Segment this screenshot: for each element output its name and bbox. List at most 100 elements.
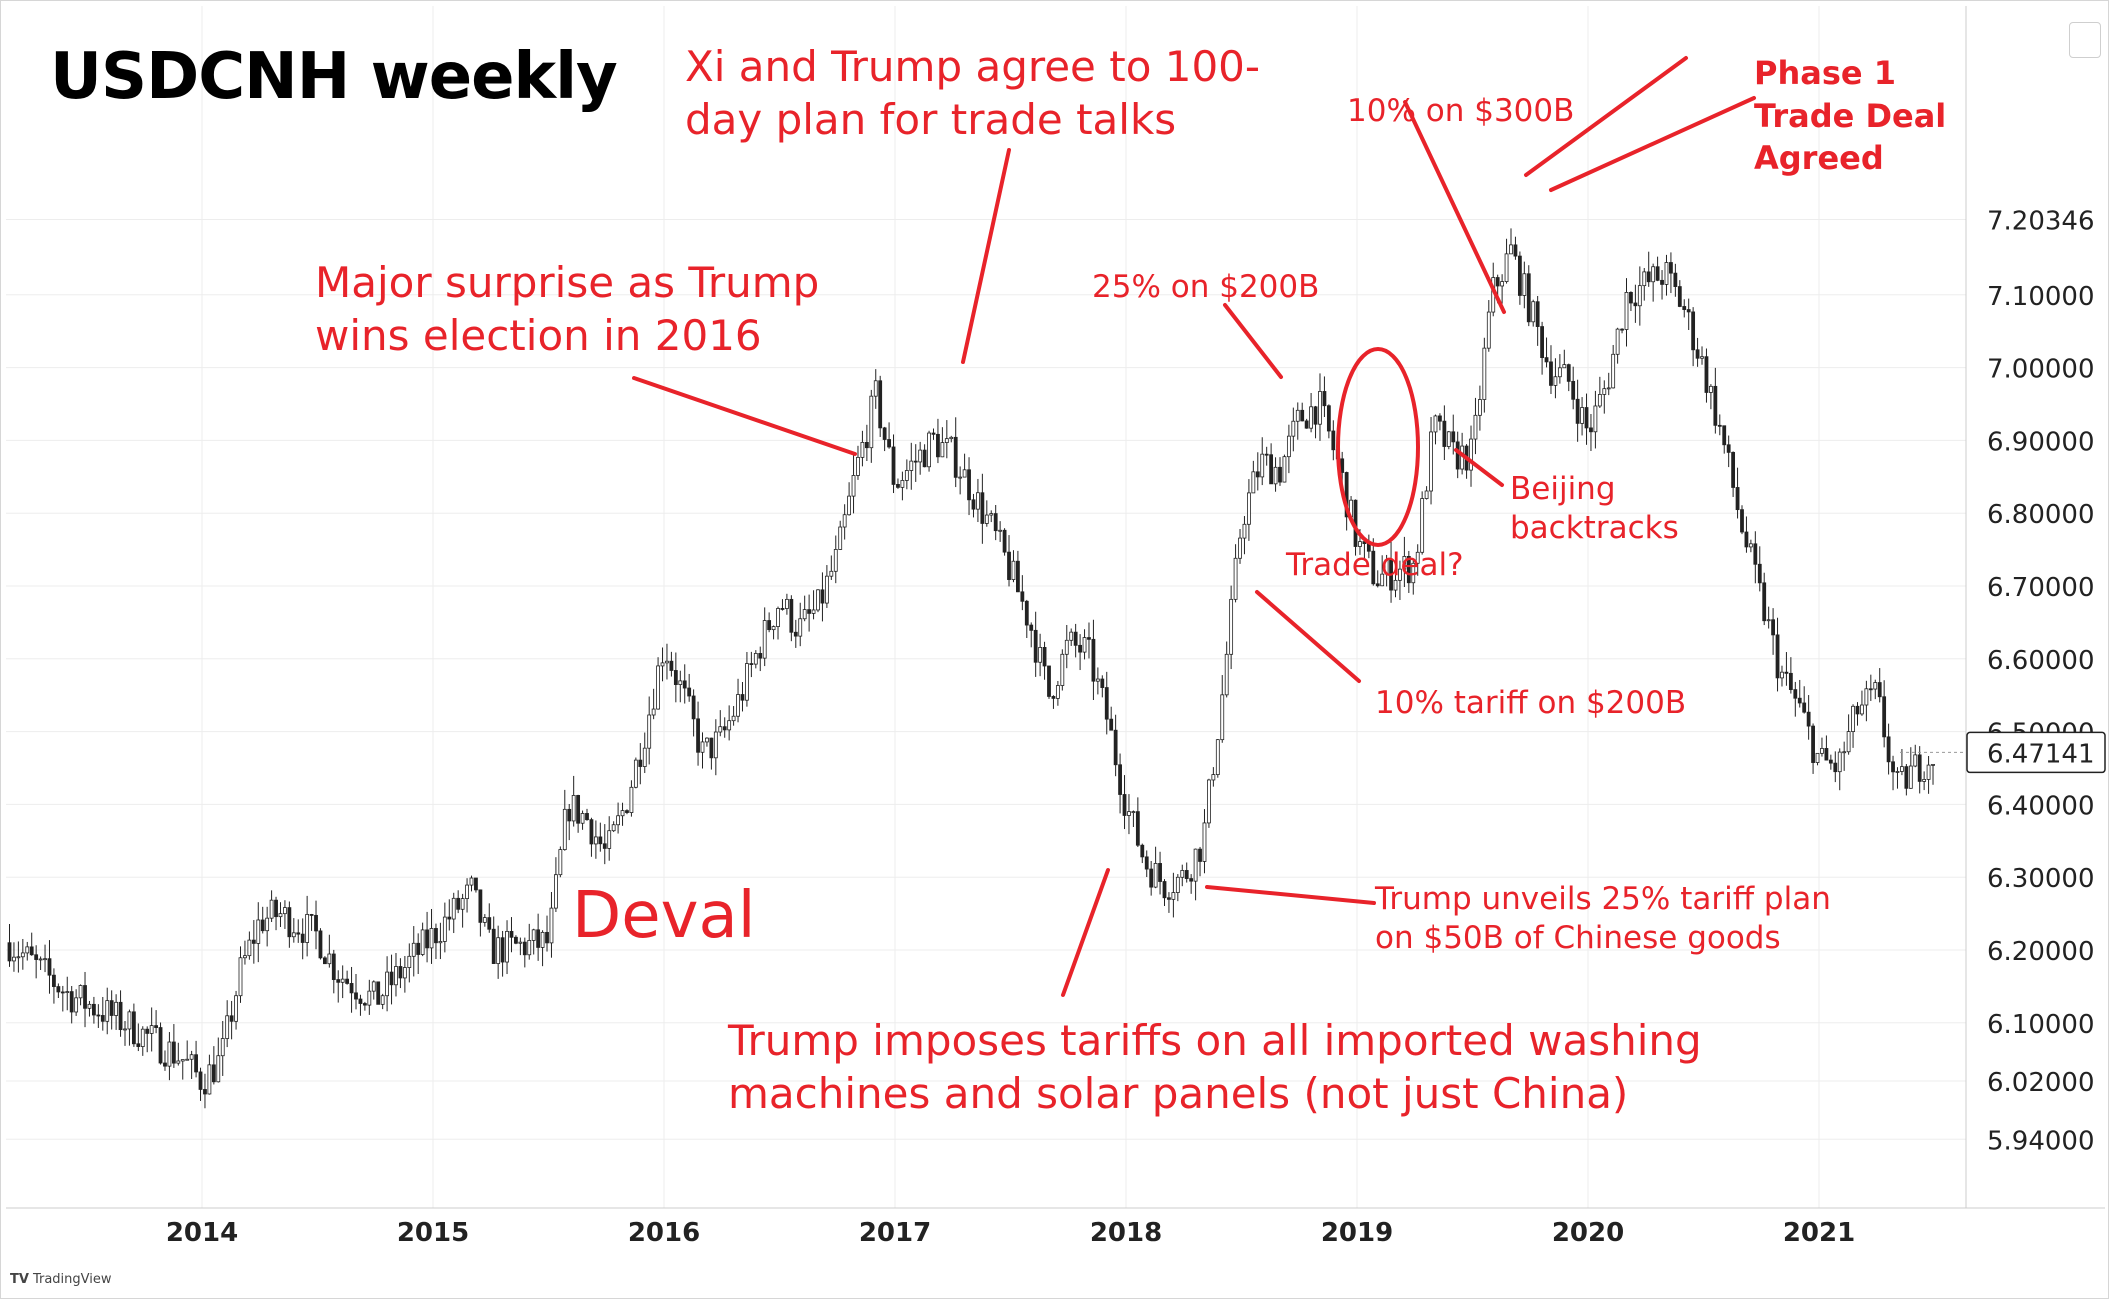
candle: [278, 902, 283, 927]
candle-body: [1220, 694, 1225, 741]
candle-body: [1855, 705, 1860, 715]
candle-body: [1286, 435, 1291, 458]
candle: [491, 916, 496, 964]
candle-body: [669, 660, 674, 671]
candle-body: [1655, 266, 1660, 281]
candle: [767, 612, 772, 633]
candle-body: [1811, 725, 1815, 763]
candle-body: [1495, 277, 1500, 287]
candle: [1908, 747, 1913, 789]
candle: [1073, 623, 1078, 658]
candle: [1695, 337, 1700, 367]
candle: [1131, 810, 1136, 827]
candle-body: [1917, 754, 1922, 782]
candle: [407, 943, 412, 983]
candle: [896, 478, 900, 489]
candle: [691, 689, 696, 737]
candle: [318, 928, 323, 960]
candle: [1753, 531, 1758, 584]
candle: [1069, 628, 1074, 646]
candle-body: [278, 913, 283, 918]
candle: [349, 966, 354, 1013]
candle: [1660, 270, 1664, 300]
candle: [989, 510, 994, 523]
candle: [976, 478, 980, 523]
candle: [598, 822, 603, 852]
candle: [211, 1046, 216, 1085]
candle: [1011, 550, 1016, 583]
candle: [580, 810, 585, 830]
candle: [425, 911, 429, 963]
candle-body: [625, 810, 629, 813]
candle: [1286, 424, 1291, 474]
candle-body: [1087, 637, 1091, 640]
candle-body: [1149, 868, 1154, 888]
candle-body: [1144, 856, 1149, 870]
candle: [1500, 274, 1505, 304]
candle-body: [776, 608, 780, 627]
candle-body: [140, 1028, 145, 1047]
candle-body: [1260, 453, 1265, 478]
candle-body: [83, 985, 87, 1009]
candle-body: [918, 449, 923, 463]
settings-corner-button[interactable]: [2069, 22, 2101, 58]
candle-body: [1118, 764, 1122, 795]
candle: [1433, 414, 1438, 445]
candle: [1780, 665, 1784, 687]
y-tick-label: 6.30000: [1987, 864, 2095, 894]
candle: [1180, 864, 1185, 887]
candle-body: [442, 916, 447, 942]
candle-body: [438, 941, 443, 944]
candle-body: [1091, 638, 1096, 682]
candle: [434, 923, 438, 960]
candle: [1837, 748, 1842, 791]
candle-body: [749, 663, 754, 665]
candle: [358, 994, 363, 1016]
candle: [283, 900, 287, 929]
annotation-leader-line: [1524, 56, 1688, 177]
candle-body: [1269, 454, 1274, 485]
candle: [1038, 633, 1043, 677]
candle-body: [460, 898, 465, 910]
candle-body: [642, 747, 647, 767]
candle-body: [1389, 559, 1393, 591]
candle: [340, 965, 345, 999]
candle: [673, 652, 678, 703]
candle-body: [607, 830, 612, 849]
candle: [247, 931, 252, 960]
candle: [829, 555, 834, 580]
y-tick-label: 7.10000: [1987, 282, 2095, 312]
annotation-leader-line: [1061, 868, 1110, 997]
candle: [1895, 767, 1900, 789]
candle-body: [989, 513, 994, 516]
candle: [1793, 681, 1798, 717]
candle: [1580, 397, 1584, 436]
candle-body: [1535, 301, 1540, 327]
candle-body: [451, 897, 456, 920]
candle: [705, 737, 709, 747]
x-tick-label: 2019: [1321, 1218, 1393, 1248]
candle-body: [256, 919, 261, 944]
candle-body: [163, 1062, 167, 1067]
candle-body: [398, 966, 403, 979]
candle: [1326, 404, 1331, 439]
candle-body: [1478, 399, 1482, 416]
tradingview-logo[interactable]: TV TradingView: [10, 1272, 111, 1287]
candle: [1562, 349, 1567, 369]
candle-body: [1411, 562, 1416, 584]
candle: [243, 940, 247, 965]
candle: [1344, 471, 1349, 531]
candle-body: [531, 929, 536, 941]
candle-body: [1322, 391, 1327, 407]
candle-body: [318, 930, 323, 959]
candle-body: [260, 919, 265, 932]
candle-body: [1904, 766, 1909, 789]
candle-body: [1078, 644, 1082, 653]
candle-body: [1109, 718, 1114, 731]
annotation-leader-line: [1454, 448, 1504, 487]
candle: [838, 520, 843, 551]
candle: [1811, 723, 1815, 774]
candle: [864, 424, 869, 462]
y-tick-label: 6.90000: [1987, 427, 2095, 457]
